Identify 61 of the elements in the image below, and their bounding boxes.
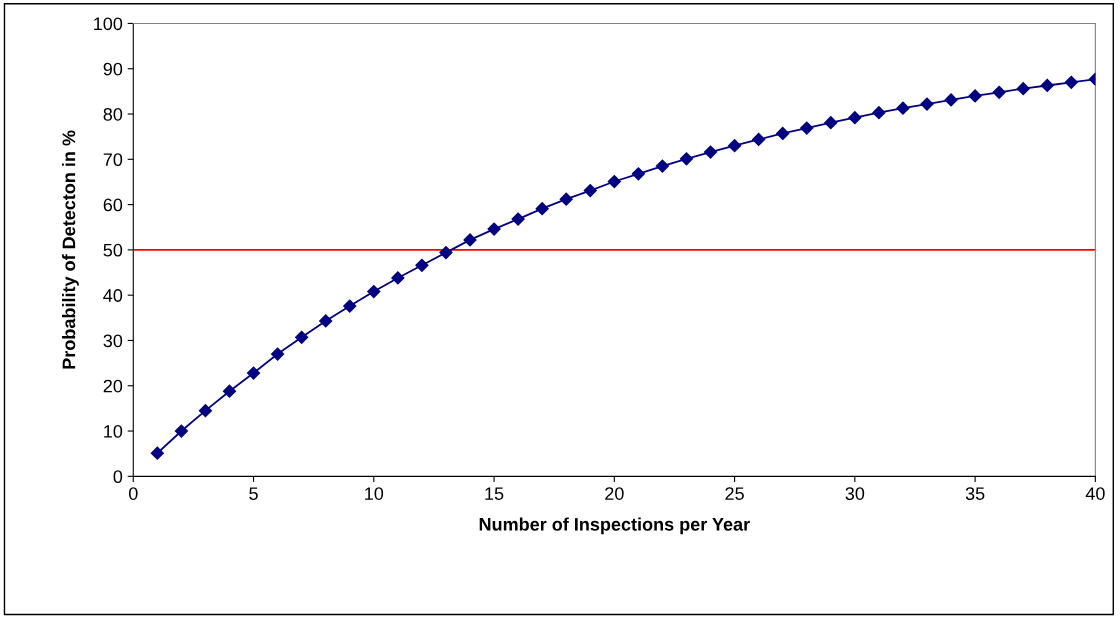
y-tick-label: 70	[103, 153, 123, 167]
point	[535, 202, 549, 216]
point	[1016, 82, 1030, 96]
point	[920, 97, 934, 111]
point	[487, 222, 501, 236]
point	[703, 145, 718, 159]
point	[463, 233, 477, 247]
point	[824, 116, 838, 130]
point	[198, 404, 213, 418]
point	[872, 106, 886, 120]
point	[727, 139, 742, 153]
y-tick-label: 10	[104, 424, 123, 438]
point	[968, 89, 982, 103]
y-tick-label: 30	[103, 334, 123, 348]
y-tick-label: 100	[94, 17, 123, 31]
point	[271, 347, 285, 361]
point	[655, 159, 670, 173]
point	[511, 212, 525, 226]
point	[415, 258, 429, 272]
x-tick-label: 20	[605, 487, 624, 500]
point	[1064, 75, 1078, 89]
point	[631, 167, 645, 181]
point	[391, 271, 405, 285]
point	[246, 366, 261, 380]
point	[439, 246, 453, 260]
point	[896, 101, 910, 115]
point	[1040, 78, 1054, 93]
point	[992, 85, 1006, 99]
point	[319, 314, 333, 328]
point	[583, 183, 597, 198]
point	[752, 132, 766, 146]
y-tick-label: 80	[103, 107, 123, 121]
point	[944, 93, 958, 107]
x-tick-label: 15	[485, 487, 504, 500]
y-tick-label: 20	[103, 379, 123, 393]
point	[848, 111, 862, 125]
y-tick-label: 60	[103, 198, 123, 212]
x-tick-label: 0	[128, 487, 138, 500]
point	[800, 121, 814, 135]
y-axis-title: Probability of Detecton in %	[62, 130, 79, 369]
x-tick-label: 30	[845, 487, 865, 500]
point	[607, 174, 621, 189]
point	[559, 192, 573, 206]
point	[150, 446, 164, 460]
x-tick-label: 40	[1085, 487, 1105, 500]
point	[174, 424, 188, 438]
point	[295, 330, 309, 344]
point	[679, 152, 694, 166]
point	[367, 284, 381, 299]
x-tick-label: 35	[965, 487, 985, 500]
y-tick-label: 90	[103, 62, 123, 76]
x-tick-label: 25	[725, 487, 744, 500]
x-tick-label: 5	[249, 487, 258, 500]
x-tick-label: 10	[365, 487, 384, 500]
y-tick-label: 0	[113, 470, 123, 484]
point	[776, 126, 790, 141]
point	[343, 299, 357, 313]
point	[222, 384, 237, 398]
y-tick-label: 50	[103, 243, 123, 257]
y-tick-label: 40	[103, 289, 123, 302]
x-axis-title: Number of Inspections per Year	[479, 517, 750, 535]
